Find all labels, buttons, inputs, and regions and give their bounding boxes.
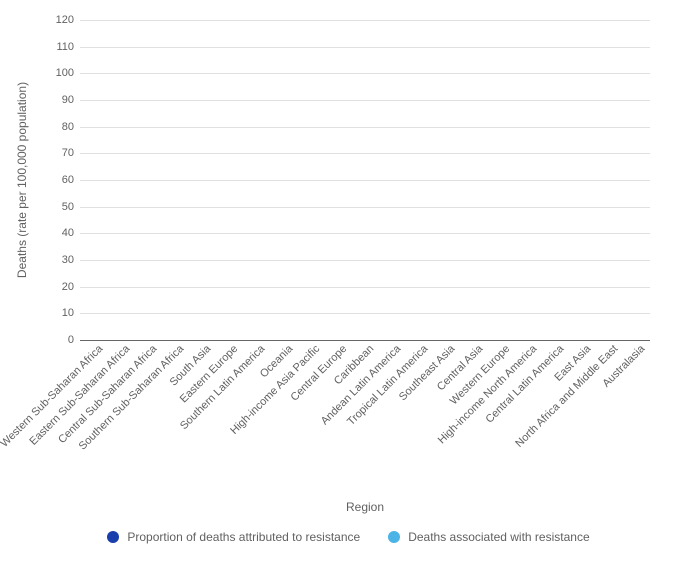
deaths-by-region-chart: Deaths (rate per 100,000 population) Wes… — [0, 0, 697, 567]
y-tick-label: 20 — [62, 281, 80, 293]
gridline — [80, 153, 650, 154]
y-tick-label: 30 — [62, 254, 80, 266]
plot-area: Western Sub-Saharan AfricaEastern Sub-Sa… — [80, 20, 650, 341]
y-tick-label: 70 — [62, 147, 80, 159]
y-tick-label: 0 — [68, 334, 80, 346]
gridline — [80, 207, 650, 208]
legend: Proportion of deaths attributed to resis… — [0, 530, 697, 544]
y-tick-label: 80 — [62, 121, 80, 133]
legend-swatch — [388, 531, 400, 543]
y-tick-label: 10 — [62, 307, 80, 319]
gridline — [80, 287, 650, 288]
y-tick-label: 60 — [62, 174, 80, 186]
legend-label: Deaths associated with resistance — [408, 530, 589, 544]
gridline — [80, 180, 650, 181]
gridline — [80, 233, 650, 234]
legend-label: Proportion of deaths attributed to resis… — [127, 530, 360, 544]
y-tick-label: 100 — [56, 67, 80, 79]
gridline — [80, 73, 650, 74]
gridline — [80, 20, 650, 21]
gridline — [80, 47, 650, 48]
gridline — [80, 260, 650, 261]
y-tick-label: 50 — [62, 201, 80, 213]
y-axis-title: Deaths (rate per 100,000 population) — [15, 82, 29, 278]
y-tick-label: 120 — [56, 14, 80, 26]
y-tick-label: 110 — [56, 41, 80, 53]
legend-item: Deaths associated with resistance — [388, 530, 589, 544]
x-axis-title: Region — [346, 500, 384, 514]
legend-item: Proportion of deaths attributed to resis… — [107, 530, 360, 544]
legend-swatch — [107, 531, 119, 543]
gridline — [80, 127, 650, 128]
y-tick-label: 40 — [62, 227, 80, 239]
y-tick-label: 90 — [62, 94, 80, 106]
gridline — [80, 100, 650, 101]
gridline — [80, 313, 650, 314]
